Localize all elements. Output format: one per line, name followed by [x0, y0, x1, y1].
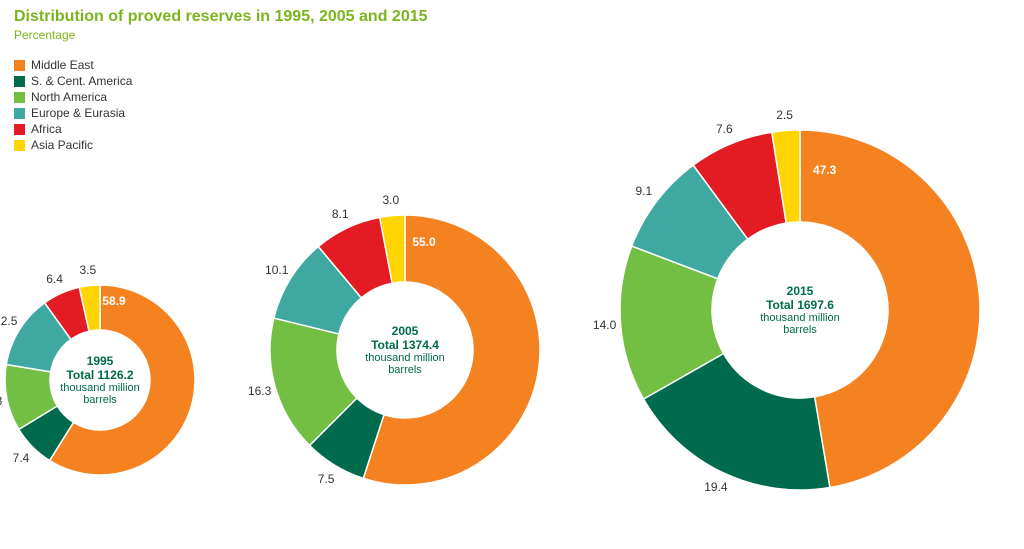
slice-label: 10.1	[265, 263, 288, 277]
slice-label: 3.5	[79, 263, 96, 277]
slice-label: 7.4	[13, 451, 30, 465]
slice-label: 58.9	[102, 294, 125, 308]
slice-label: 47.3	[813, 163, 836, 177]
slice-label: 6.4	[46, 272, 63, 286]
slice-label: 14.0	[593, 318, 616, 332]
slice-label: 3.0	[382, 193, 399, 207]
slice-label: 7.5	[318, 472, 335, 486]
charts-area: 58.97.411.312.56.43.51995Total 1126.2tho…	[0, 0, 1024, 544]
slice-label: 11.3	[0, 394, 2, 408]
slice-label: 19.4	[704, 480, 727, 494]
slice-label: 55.0	[412, 235, 435, 249]
slice-label: 16.3	[248, 384, 271, 398]
slice-label: 12.5	[0, 314, 17, 328]
slice-label: 8.1	[332, 207, 349, 221]
slice-label: 9.1	[636, 184, 653, 198]
donut-slice	[800, 130, 980, 488]
slice-label: 2.5	[776, 108, 793, 122]
slice-label: 7.6	[716, 122, 733, 136]
